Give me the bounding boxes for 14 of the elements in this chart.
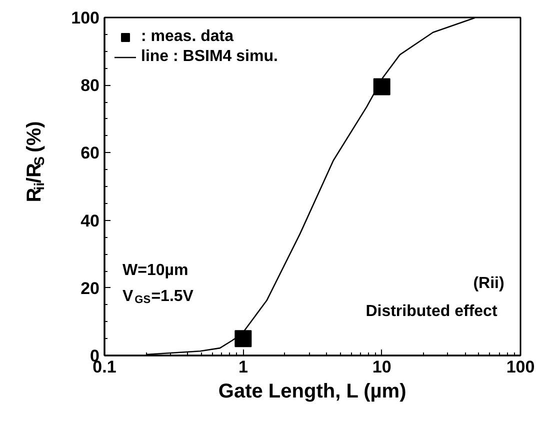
y-tick-label: 80 <box>80 76 100 96</box>
x-tick-label: 100 <box>506 358 535 376</box>
x-axis-title: Gate Length, L (µm) <box>218 380 406 402</box>
y-tick-label: 40 <box>80 211 100 230</box>
y-tick-label: 60 <box>80 144 100 163</box>
y-tick-label: 20 <box>80 278 100 298</box>
x-tick-label: 10 <box>372 358 392 376</box>
legend-label: line : BSIM4 simu. <box>141 48 278 66</box>
legend-label: : meas. data <box>141 28 234 46</box>
annotation: W=10µm <box>122 262 188 279</box>
x-tick-label: 1 <box>238 358 248 376</box>
annotation: (Rii) <box>473 275 504 292</box>
annotation: Distributed effect <box>366 303 498 320</box>
y-tick-label: 100 <box>71 8 100 28</box>
